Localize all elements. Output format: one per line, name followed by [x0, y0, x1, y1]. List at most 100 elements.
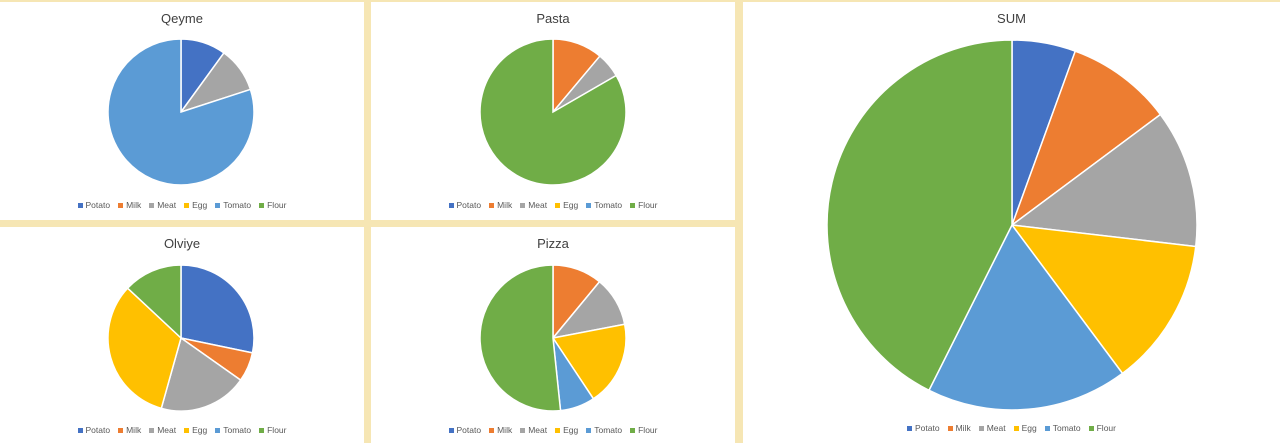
- legend-item-tomato[interactable]: Tomato: [215, 425, 251, 435]
- legend-swatch: [215, 202, 221, 208]
- chart-legend: Potato Milk Meat Egg Tomato Flour: [0, 200, 364, 210]
- legend-label: Egg: [192, 200, 208, 210]
- legend-swatch: [978, 425, 984, 431]
- chart-legend: Potato Milk Meat Egg Tomato Flour: [743, 423, 1280, 433]
- legend-swatch: [907, 425, 913, 431]
- legend-label: Potato: [85, 425, 111, 435]
- legend-label: Milk: [126, 200, 142, 210]
- legend-item-egg[interactable]: Egg: [1013, 423, 1037, 433]
- legend-item-milk[interactable]: Milk: [489, 200, 512, 210]
- legend-item-milk[interactable]: Milk: [947, 423, 971, 433]
- legend-item-egg[interactable]: Egg: [555, 425, 578, 435]
- chart-title: Pasta: [536, 11, 570, 26]
- pie-chart: [479, 264, 627, 412]
- legend-swatch: [118, 202, 124, 208]
- legend-swatch: [77, 202, 83, 208]
- legend-label: Flour: [638, 425, 658, 435]
- legend-item-egg[interactable]: Egg: [184, 200, 207, 210]
- legend-label: Tomato: [594, 425, 623, 435]
- legend-label: Flour: [267, 425, 287, 435]
- pie-slice-tomato[interactable]: [927, 223, 1124, 411]
- legend-item-potato[interactable]: Potato: [907, 423, 940, 433]
- legend-item-tomato[interactable]: Tomato: [1044, 423, 1081, 433]
- chart-legend: Potato Milk Meat Egg Tomato Flour: [371, 200, 735, 210]
- legend-swatch: [1013, 425, 1019, 431]
- legend-swatch: [520, 427, 526, 433]
- pie-slice-egg[interactable]: [551, 323, 627, 400]
- legend-item-milk[interactable]: Milk: [118, 425, 141, 435]
- chart-panel-pasta[interactable]: Pasta Potato Milk Meat Egg Tomato Flour: [371, 2, 735, 220]
- legend-label: Milk: [955, 423, 971, 433]
- legend-label: Meat: [986, 423, 1006, 433]
- pie-slice-meat[interactable]: [1010, 113, 1198, 248]
- legend-label: Egg: [192, 425, 208, 435]
- legend-item-meat[interactable]: Meat: [149, 200, 176, 210]
- legend-swatch: [448, 202, 454, 208]
- pie-chart: [826, 39, 1198, 411]
- chart-panel-pizza[interactable]: Pizza Potato Milk Meat Egg Tomato Flour: [371, 227, 735, 443]
- chart-title: Olviye: [163, 236, 201, 251]
- legend-item-potato[interactable]: Potato: [448, 200, 482, 210]
- legend-swatch: [555, 202, 561, 208]
- legend-label: Tomato: [594, 200, 623, 210]
- pie-slice-flour[interactable]: [479, 38, 627, 186]
- legend-item-meat[interactable]: Meat: [520, 425, 547, 435]
- legend-item-tomato[interactable]: Tomato: [586, 425, 622, 435]
- legend-item-flour[interactable]: Flour: [259, 200, 286, 210]
- legend-item-tomato[interactable]: Tomato: [586, 200, 622, 210]
- legend-swatch: [259, 202, 265, 208]
- pie-slice-flour[interactable]: [479, 264, 562, 412]
- legend-swatch: [520, 202, 526, 208]
- legend-swatch: [630, 427, 636, 433]
- legend-swatch: [77, 427, 83, 433]
- chart-panel-qeyme[interactable]: Qeyme Potato Milk Meat Egg Tomato Flour: [0, 2, 364, 220]
- legend-item-flour[interactable]: Flour: [630, 425, 657, 435]
- legend-label: Egg: [563, 425, 579, 435]
- legend-swatch: [118, 427, 124, 433]
- chart-panel-sum[interactable]: SUM Potato Milk Meat Egg Tomato Flour: [743, 2, 1280, 443]
- chart-legend: Potato Milk Meat Egg Tomato Flour: [0, 425, 364, 435]
- legend-item-potato[interactable]: Potato: [448, 425, 482, 435]
- pie-slice-egg[interactable]: [107, 287, 182, 410]
- legend-label: Potato: [456, 200, 482, 210]
- legend-label: Potato: [85, 200, 111, 210]
- pie-slice-meat[interactable]: [160, 336, 242, 412]
- legend-swatch: [448, 427, 454, 433]
- legend-label: Milk: [497, 200, 513, 210]
- pie-slice-potato[interactable]: [180, 264, 255, 354]
- legend-item-meat[interactable]: Meat: [149, 425, 176, 435]
- legend-label: Potato: [456, 425, 482, 435]
- pie-slice-flour[interactable]: [826, 39, 1013, 392]
- legend-item-egg[interactable]: Egg: [184, 425, 207, 435]
- legend-item-flour[interactable]: Flour: [630, 200, 657, 210]
- legend-item-meat[interactable]: Meat: [978, 423, 1006, 433]
- legend-label: Meat: [157, 425, 177, 435]
- legend-item-tomato[interactable]: Tomato: [215, 200, 251, 210]
- pie-chart: [479, 38, 627, 186]
- legend-swatch: [184, 202, 190, 208]
- chart-panel-olviye[interactable]: Olviye Potato Milk Meat Egg Tomato Flour: [0, 227, 364, 443]
- legend-item-potato[interactable]: Potato: [77, 425, 111, 435]
- chart-legend: Potato Milk Meat Egg Tomato Flour: [371, 425, 735, 435]
- legend-item-flour[interactable]: Flour: [1088, 423, 1116, 433]
- legend-item-milk[interactable]: Milk: [489, 425, 512, 435]
- legend-item-egg[interactable]: Egg: [555, 200, 578, 210]
- legend-swatch: [1044, 425, 1050, 431]
- pie-slice-egg[interactable]: [1010, 224, 1197, 375]
- legend-label: Tomato: [223, 425, 252, 435]
- legend-label: Tomato: [223, 200, 252, 210]
- legend-item-flour[interactable]: Flour: [259, 425, 286, 435]
- legend-item-potato[interactable]: Potato: [77, 200, 111, 210]
- legend-swatch: [586, 202, 592, 208]
- legend-item-milk[interactable]: Milk: [118, 200, 141, 210]
- legend-swatch: [947, 425, 953, 431]
- legend-swatch: [489, 202, 495, 208]
- legend-label: Tomato: [1052, 423, 1081, 433]
- legend-label: Egg: [563, 200, 579, 210]
- legend-item-meat[interactable]: Meat: [520, 200, 547, 210]
- pie-slice-milk[interactable]: [1010, 50, 1162, 228]
- legend-swatch: [489, 427, 495, 433]
- legend-label: Potato: [915, 423, 940, 433]
- pie-slice-tomato[interactable]: [107, 38, 255, 186]
- pie-slice-flour[interactable]: [126, 264, 182, 340]
